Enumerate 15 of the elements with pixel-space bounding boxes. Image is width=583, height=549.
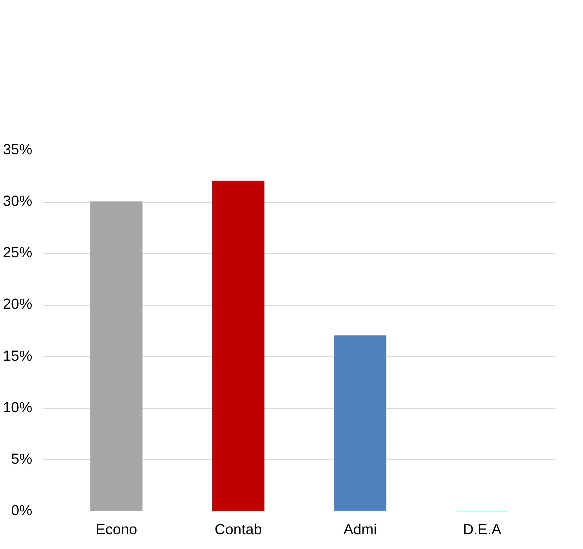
- x-tick-label: D.E.A: [463, 522, 502, 538]
- bar: [334, 336, 387, 512]
- y-tick-label: 35%: [3, 142, 33, 158]
- bar: [212, 180, 265, 512]
- x-tick-label: Econo: [96, 522, 138, 538]
- y-tick-label: 30%: [3, 194, 33, 210]
- y-tick-label: 0%: [11, 504, 33, 520]
- y-tick-label: 10%: [3, 400, 33, 416]
- y-tick-label: 25%: [3, 246, 33, 262]
- y-tick-label: 5%: [11, 452, 33, 468]
- x-tick-label: Contab: [214, 522, 262, 538]
- bar: [90, 202, 143, 512]
- x-tick-label: Admi: [344, 522, 378, 538]
- y-tick-label: 15%: [3, 348, 33, 365]
- y-tick-label: 20%: [3, 297, 33, 314]
